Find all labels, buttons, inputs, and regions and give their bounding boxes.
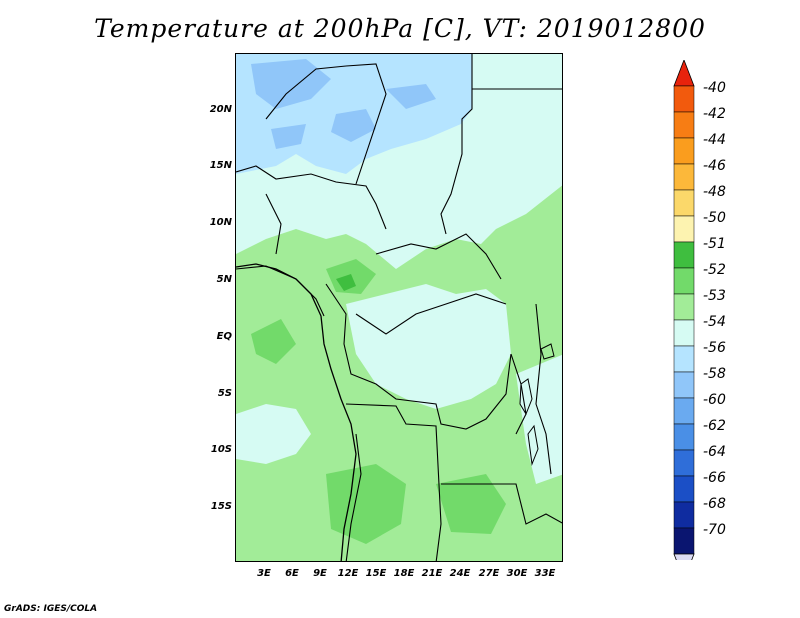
colorbar-label: -64	[703, 444, 726, 460]
colorbar	[673, 60, 695, 560]
lat-label: 10S	[210, 444, 232, 455]
colorbar-label: -50	[703, 210, 726, 226]
lon-label: 12E	[337, 568, 359, 579]
colorbar-segment	[673, 423, 695, 451]
temperature-field	[236, 54, 562, 561]
lon-label: 9E	[313, 568, 327, 579]
lon-label: 6E	[285, 568, 299, 579]
colorbar-segment	[673, 397, 695, 425]
colorbar-segment	[673, 501, 695, 529]
colorbar-segment	[673, 345, 695, 373]
lon-label: 27E	[478, 568, 500, 579]
lon-label: 33E	[534, 568, 556, 579]
colorbar-segment	[673, 163, 695, 191]
colorbar-label: -44	[703, 132, 726, 148]
colorbar-label: -70	[703, 522, 726, 538]
colorbar-label: -53	[703, 288, 726, 304]
colorbar-segment	[673, 449, 695, 477]
colorbar-segment	[673, 85, 695, 113]
colorbar-segment	[673, 293, 695, 321]
lon-label: 15E	[365, 568, 387, 579]
lat-label: 15N	[209, 160, 232, 171]
lon-label: 3E	[257, 568, 271, 579]
colorbar-segment	[673, 241, 695, 269]
lat-label: 5S	[217, 388, 232, 399]
colorbar-label: -46	[703, 158, 726, 174]
colorbar-label: -60	[703, 392, 726, 408]
colorbar-segment	[673, 267, 695, 295]
map-panel	[235, 53, 563, 562]
lon-label: 24E	[449, 568, 471, 579]
lat-label: EQ	[216, 331, 232, 342]
lat-label: 5N	[216, 274, 232, 285]
lon-label: 30E	[506, 568, 528, 579]
colorbar-label: -51	[703, 236, 726, 252]
lon-label: 21E	[421, 568, 443, 579]
colorbar-label: -40	[703, 80, 726, 96]
colorbar-label: -66	[703, 470, 726, 486]
lat-label: 15S	[210, 501, 232, 512]
lat-label: 20N	[209, 104, 232, 115]
colorbar-segment	[673, 319, 695, 347]
colorbar-segment	[673, 475, 695, 503]
colorbar-segment	[673, 527, 695, 555]
lat-label: 10N	[209, 217, 232, 228]
map-title: Temperature at 200hPa [C], VT: 201901280…	[94, 14, 706, 43]
colorbar-label: -42	[703, 106, 726, 122]
colorbar-segment	[673, 215, 695, 243]
colorbar-segment	[673, 371, 695, 399]
grads-credit: GrADS: IGES/COLA	[4, 604, 98, 614]
colorbar-label: -48	[703, 184, 726, 200]
colorbar-label: -68	[703, 496, 726, 512]
colorbar-label: -58	[703, 366, 726, 382]
colorbar-label: -52	[703, 262, 726, 278]
colorbar-label: -56	[703, 340, 726, 356]
colorbar-segment	[673, 111, 695, 139]
colorbar-label: -54	[703, 314, 726, 330]
colorbar-top-arrow	[673, 60, 695, 87]
colorbar-segment	[673, 137, 695, 165]
colorbar-label: -62	[703, 418, 726, 434]
colorbar-bottom-arrow	[673, 553, 695, 560]
colorbar-segment	[673, 189, 695, 217]
lon-label: 18E	[393, 568, 415, 579]
